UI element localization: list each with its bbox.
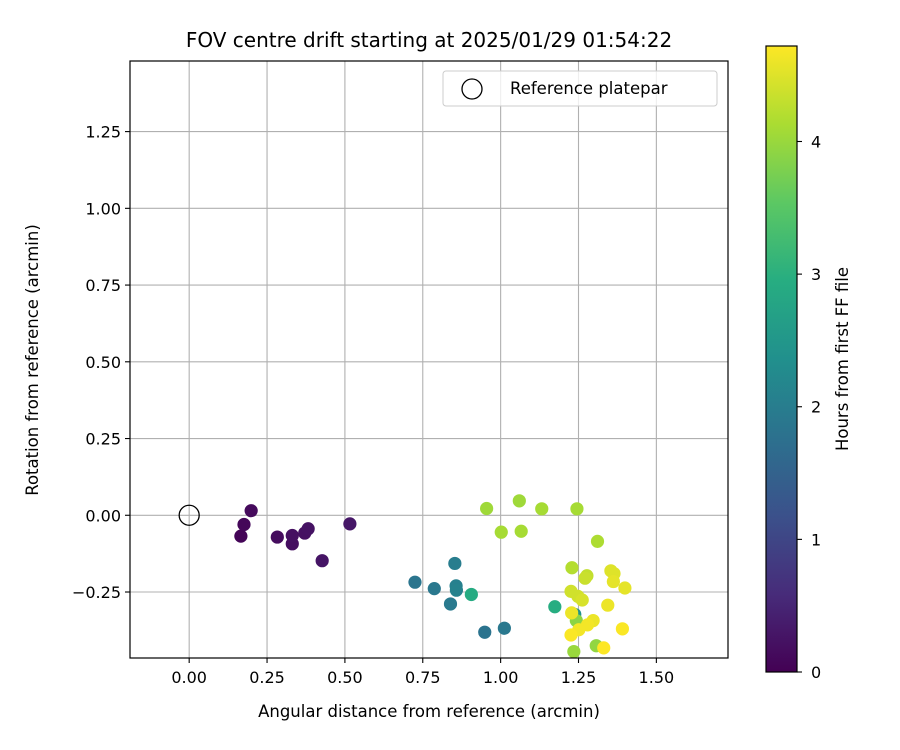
data-point — [597, 641, 611, 655]
y-tick-label: 0.50 — [85, 353, 121, 372]
chart-title: FOV centre drift starting at 2025/01/29 … — [186, 28, 672, 52]
data-point — [301, 522, 315, 536]
data-point — [567, 644, 581, 659]
data-point — [478, 625, 492, 639]
data-point — [408, 575, 422, 589]
data-point — [565, 606, 579, 620]
y-tick-label: 1.00 — [85, 199, 121, 218]
y-tick-label: 1.25 — [85, 123, 121, 142]
y-tick-label: 0.00 — [85, 506, 121, 525]
data-point — [512, 494, 526, 508]
y-tick-label: 0.25 — [85, 430, 121, 449]
data-point — [449, 583, 464, 597]
y-tick-label: 0.75 — [85, 276, 121, 295]
data-point — [590, 534, 605, 548]
x-tick-label: 1.25 — [561, 668, 597, 687]
legend-open-circle-marker — [461, 78, 483, 100]
y-axis-label: Rotation from reference (arcmin) — [23, 224, 42, 496]
data-point — [270, 530, 284, 544]
data-point — [618, 581, 632, 595]
data-point — [343, 517, 357, 531]
legend-box — [442, 70, 718, 107]
colorbar-frame — [765, 45, 798, 673]
data-point — [427, 582, 441, 596]
legend-label-reference-platepar: Reference platepar — [510, 79, 668, 98]
data-point — [606, 574, 620, 589]
data-point — [497, 621, 511, 635]
scatter-points — [178, 494, 632, 659]
x-axis-label: Angular distance from reference (arcmin) — [258, 702, 600, 721]
data-point — [448, 556, 462, 571]
x-tick-label: 0.25 — [249, 668, 285, 687]
data-point — [535, 502, 549, 516]
data-point — [244, 504, 258, 518]
colorbar-tick-label: 3 — [811, 265, 821, 284]
data-point — [578, 571, 592, 585]
data-point — [565, 561, 579, 575]
data-point — [548, 600, 562, 614]
x-tick-label: 1.50 — [639, 668, 675, 687]
colorbar-tick-label: 2 — [811, 398, 821, 417]
data-point — [237, 517, 251, 532]
x-tick-label: 0.75 — [405, 668, 441, 687]
data-point — [570, 502, 584, 516]
colorbar-ticks: 0 1 2 3 4 — [797, 132, 821, 682]
x-tick-label: 1.00 — [483, 668, 519, 687]
x-tick-label: 0.50 — [327, 668, 363, 687]
colorbar-tick-label: 0 — [811, 663, 821, 682]
x-tick-label: 0.00 — [171, 668, 207, 687]
data-point — [234, 529, 248, 543]
colorbar: 0 1 2 3 4 Hours from first FF file — [765, 45, 852, 682]
data-point — [494, 525, 508, 539]
y-axis-ticks: −0.25 0.00 0.25 0.50 0.75 1.00 1.25 — [72, 123, 130, 602]
grid-lines — [130, 61, 728, 658]
colorbar-tick-label: 4 — [811, 132, 821, 151]
reference-platepar-marker — [178, 504, 200, 526]
x-axis-ticks: 0.00 0.25 0.50 0.75 1.00 1.25 1.50 — [171, 658, 674, 687]
legend: Reference platepar — [442, 70, 718, 107]
data-point — [514, 524, 528, 538]
colorbar-label: Hours from first FF file — [833, 267, 852, 451]
data-point — [443, 597, 458, 611]
data-point — [480, 501, 494, 516]
data-point — [464, 587, 478, 602]
colorbar-gradient — [766, 46, 797, 672]
data-point — [601, 598, 615, 612]
plot-area-frame — [129, 60, 729, 659]
data-point — [615, 622, 630, 636]
data-point — [315, 554, 329, 568]
colorbar-tick-label: 1 — [811, 530, 821, 549]
data-point — [575, 593, 589, 607]
data-point — [285, 528, 299, 543]
data-point — [564, 628, 578, 642]
y-tick-label: −0.25 — [72, 583, 121, 602]
